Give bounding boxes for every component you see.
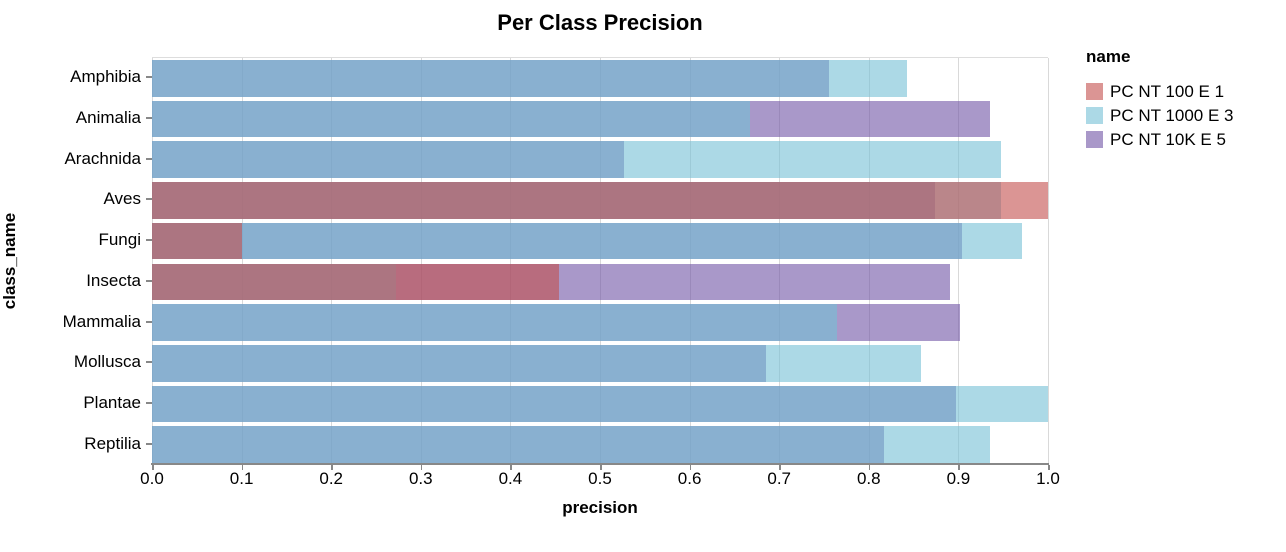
bar-segment	[152, 304, 837, 341]
y-tick-label: Animalia	[75, 108, 141, 128]
gridline	[331, 58, 333, 465]
bar-segment	[152, 60, 908, 97]
y-tick-mark	[146, 361, 152, 364]
x-axis-line	[151, 463, 1049, 465]
y-tick-label: Plantae	[83, 392, 141, 412]
x-tick-label: 0.3	[408, 469, 433, 488]
bar-band	[152, 180, 1048, 221]
legend-item: PC NT 10K E 5	[1086, 129, 1276, 149]
gridline	[510, 58, 512, 465]
gridline	[600, 58, 601, 465]
gridline	[241, 58, 243, 465]
bar-segment	[152, 344, 921, 382]
x-tick-label: 0.8	[856, 469, 881, 488]
y-tick-label: Mollusca	[73, 352, 141, 372]
gridline	[420, 58, 422, 465]
y-tick-mark	[146, 401, 152, 404]
y-tick-label: Fungi	[98, 230, 141, 250]
bar-band	[152, 99, 1048, 140]
y-tick-mark	[146, 320, 152, 323]
x-tick-label: 0.9	[946, 469, 971, 488]
bar-segment	[152, 100, 750, 138]
x-tick-mark	[779, 465, 781, 470]
y-tick-mark	[146, 239, 152, 242]
x-tick-mark	[1048, 465, 1050, 470]
bar-band	[152, 384, 1048, 425]
bar-band	[152, 424, 1048, 465]
legend-swatch	[1086, 107, 1103, 124]
y-tick-mark	[146, 198, 152, 201]
chart-title: Per Class Precision	[497, 10, 703, 35]
bar-segment	[152, 222, 1023, 260]
x-tick-mark	[510, 465, 512, 470]
legend-title: name	[1086, 47, 1131, 66]
gridline	[779, 58, 781, 465]
legend-item-label: PC NT 100 E 1	[1110, 81, 1225, 101]
bar-band	[152, 262, 1048, 303]
x-tick-label: 0.6	[677, 469, 702, 488]
x-tick-label: 0.1	[229, 469, 254, 488]
y-tick-mark	[146, 76, 152, 79]
plot-area	[152, 57, 1049, 465]
y-tick-label: Reptilia	[84, 433, 141, 453]
bar-band	[152, 302, 1048, 343]
y-tick-mark	[146, 279, 152, 282]
legend-swatch	[1086, 83, 1103, 100]
gridline	[868, 58, 870, 465]
x-tick-mark	[152, 465, 154, 470]
x-tick-label: 0.7	[767, 469, 791, 488]
legend-item: PC NT 1000 E 3	[1086, 105, 1276, 125]
gridline	[1048, 58, 1049, 465]
x-tick-mark	[420, 465, 423, 470]
bar-segment	[152, 141, 1002, 179]
legend: name PC NT 100 E 1 PC NT 1000 E 3 PC NT 10…	[1086, 47, 1276, 155]
y-tick-mark	[146, 117, 152, 120]
x-tick-mark	[868, 465, 871, 470]
bar-segment	[152, 222, 242, 260]
legend-swatch	[1086, 131, 1103, 148]
y-tick-mark	[146, 442, 152, 445]
legend-items: PC NT 100 E 1 PC NT 1000 E 3 PC NT 10K E 5	[1086, 81, 1276, 149]
gridline	[152, 58, 153, 465]
x-tick-label: 0.2	[319, 469, 343, 488]
x-axis-title: precision	[562, 498, 638, 517]
y-tick-label: Arachnida	[64, 148, 141, 168]
legend-item-label: PC NT 10K E 5	[1110, 129, 1226, 149]
legend-item: PC NT 100 E 1	[1086, 81, 1276, 101]
bar-segment	[152, 385, 1048, 423]
legend-item-label: PC NT 1000 E 3	[1110, 105, 1234, 125]
x-tick-mark	[689, 465, 692, 470]
x-tick-label: 0.0	[140, 469, 164, 488]
bar-band	[152, 221, 1048, 262]
y-tick-label: Mammalia	[62, 311, 141, 331]
bar-band	[152, 139, 1048, 180]
x-tick-label: 0.4	[498, 469, 523, 488]
x-tick-mark	[600, 465, 602, 470]
x-tick-label: 0.5	[588, 469, 612, 488]
bar-segment	[152, 426, 990, 463]
y-tick-mark	[146, 157, 152, 160]
gridline	[689, 58, 691, 465]
y-tick-label: Amphibia	[70, 67, 141, 87]
x-tick-label: 1.0	[1036, 469, 1060, 488]
bar-band	[152, 58, 1048, 99]
x-tick-mark	[241, 465, 244, 470]
y-tick-label: Insecta	[86, 270, 141, 290]
y-tick-label: Aves	[103, 189, 142, 209]
x-tick-mark	[958, 465, 960, 470]
bar-band	[152, 343, 1048, 384]
bar-segment	[152, 263, 559, 301]
bar-segment	[152, 182, 1048, 219]
gridline	[958, 58, 960, 465]
x-tick-mark	[331, 465, 333, 470]
